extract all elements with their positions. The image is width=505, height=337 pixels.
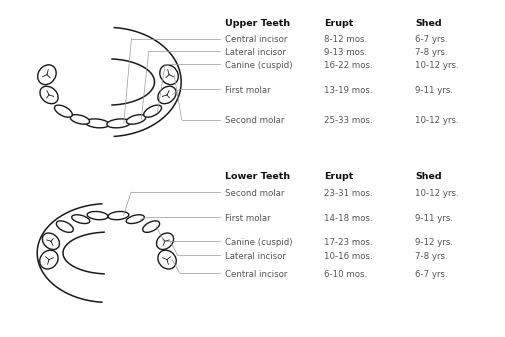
Ellipse shape	[72, 215, 89, 223]
Text: 17-23 mos.: 17-23 mos.	[323, 238, 372, 247]
Text: 9-11 yrs.: 9-11 yrs.	[414, 214, 452, 223]
Text: 25-33 mos.: 25-33 mos.	[323, 116, 372, 125]
Ellipse shape	[108, 211, 129, 220]
Ellipse shape	[87, 211, 108, 220]
Ellipse shape	[143, 105, 161, 117]
Text: 10-16 mos.: 10-16 mos.	[323, 252, 372, 261]
Ellipse shape	[70, 115, 89, 124]
Text: 8-12 mos.: 8-12 mos.	[323, 35, 366, 44]
Text: 14-18 mos.: 14-18 mos.	[323, 214, 372, 223]
Text: Central incisor: Central incisor	[225, 270, 287, 279]
Text: Second molar: Second molar	[225, 189, 284, 198]
Ellipse shape	[55, 105, 72, 117]
Text: Shed: Shed	[414, 19, 441, 28]
Ellipse shape	[38, 65, 56, 85]
Text: 23-31 mos.: 23-31 mos.	[323, 189, 372, 198]
Text: Canine (cuspid): Canine (cuspid)	[225, 61, 292, 70]
Text: 6-10 mos.: 6-10 mos.	[323, 270, 366, 279]
Text: Lateral incisor: Lateral incisor	[225, 48, 285, 57]
Ellipse shape	[42, 233, 60, 249]
Text: 7-8 yrs.: 7-8 yrs.	[414, 48, 446, 57]
Ellipse shape	[126, 215, 144, 223]
Ellipse shape	[40, 86, 58, 104]
Text: Erupt: Erupt	[323, 172, 352, 181]
Text: 16-22 mos.: 16-22 mos.	[323, 61, 372, 70]
Text: Shed: Shed	[414, 172, 441, 181]
Ellipse shape	[156, 233, 173, 249]
Ellipse shape	[158, 250, 176, 269]
Ellipse shape	[158, 86, 176, 104]
Text: Central incisor: Central incisor	[225, 35, 287, 44]
Ellipse shape	[126, 115, 145, 124]
Ellipse shape	[160, 65, 178, 85]
Text: Upper Teeth: Upper Teeth	[225, 19, 290, 28]
Text: 13-19 mos.: 13-19 mos.	[323, 86, 372, 95]
Text: 9-12 yrs.: 9-12 yrs.	[414, 238, 452, 247]
Text: 9-13 mos.: 9-13 mos.	[323, 48, 366, 57]
Text: Canine (cuspid): Canine (cuspid)	[225, 238, 292, 247]
Text: 7-8 yrs.: 7-8 yrs.	[414, 252, 446, 261]
Ellipse shape	[39, 250, 58, 269]
Ellipse shape	[107, 119, 130, 128]
Text: First molar: First molar	[225, 214, 270, 223]
Text: Lateral incisor: Lateral incisor	[225, 252, 285, 261]
Text: 10-12 yrs.: 10-12 yrs.	[414, 116, 458, 125]
Text: 10-12 yrs.: 10-12 yrs.	[414, 61, 458, 70]
Text: Erupt: Erupt	[323, 19, 352, 28]
Text: 9-11 yrs.: 9-11 yrs.	[414, 86, 452, 95]
Text: Lower Teeth: Lower Teeth	[225, 172, 290, 181]
Ellipse shape	[56, 221, 73, 232]
Ellipse shape	[142, 221, 159, 232]
Text: Second molar: Second molar	[225, 116, 284, 125]
Ellipse shape	[85, 119, 109, 128]
Text: 10-12 yrs.: 10-12 yrs.	[414, 189, 458, 198]
Text: 6-7 yrs.: 6-7 yrs.	[414, 35, 446, 44]
Text: First molar: First molar	[225, 86, 270, 95]
Text: 6-7 yrs.: 6-7 yrs.	[414, 270, 446, 279]
